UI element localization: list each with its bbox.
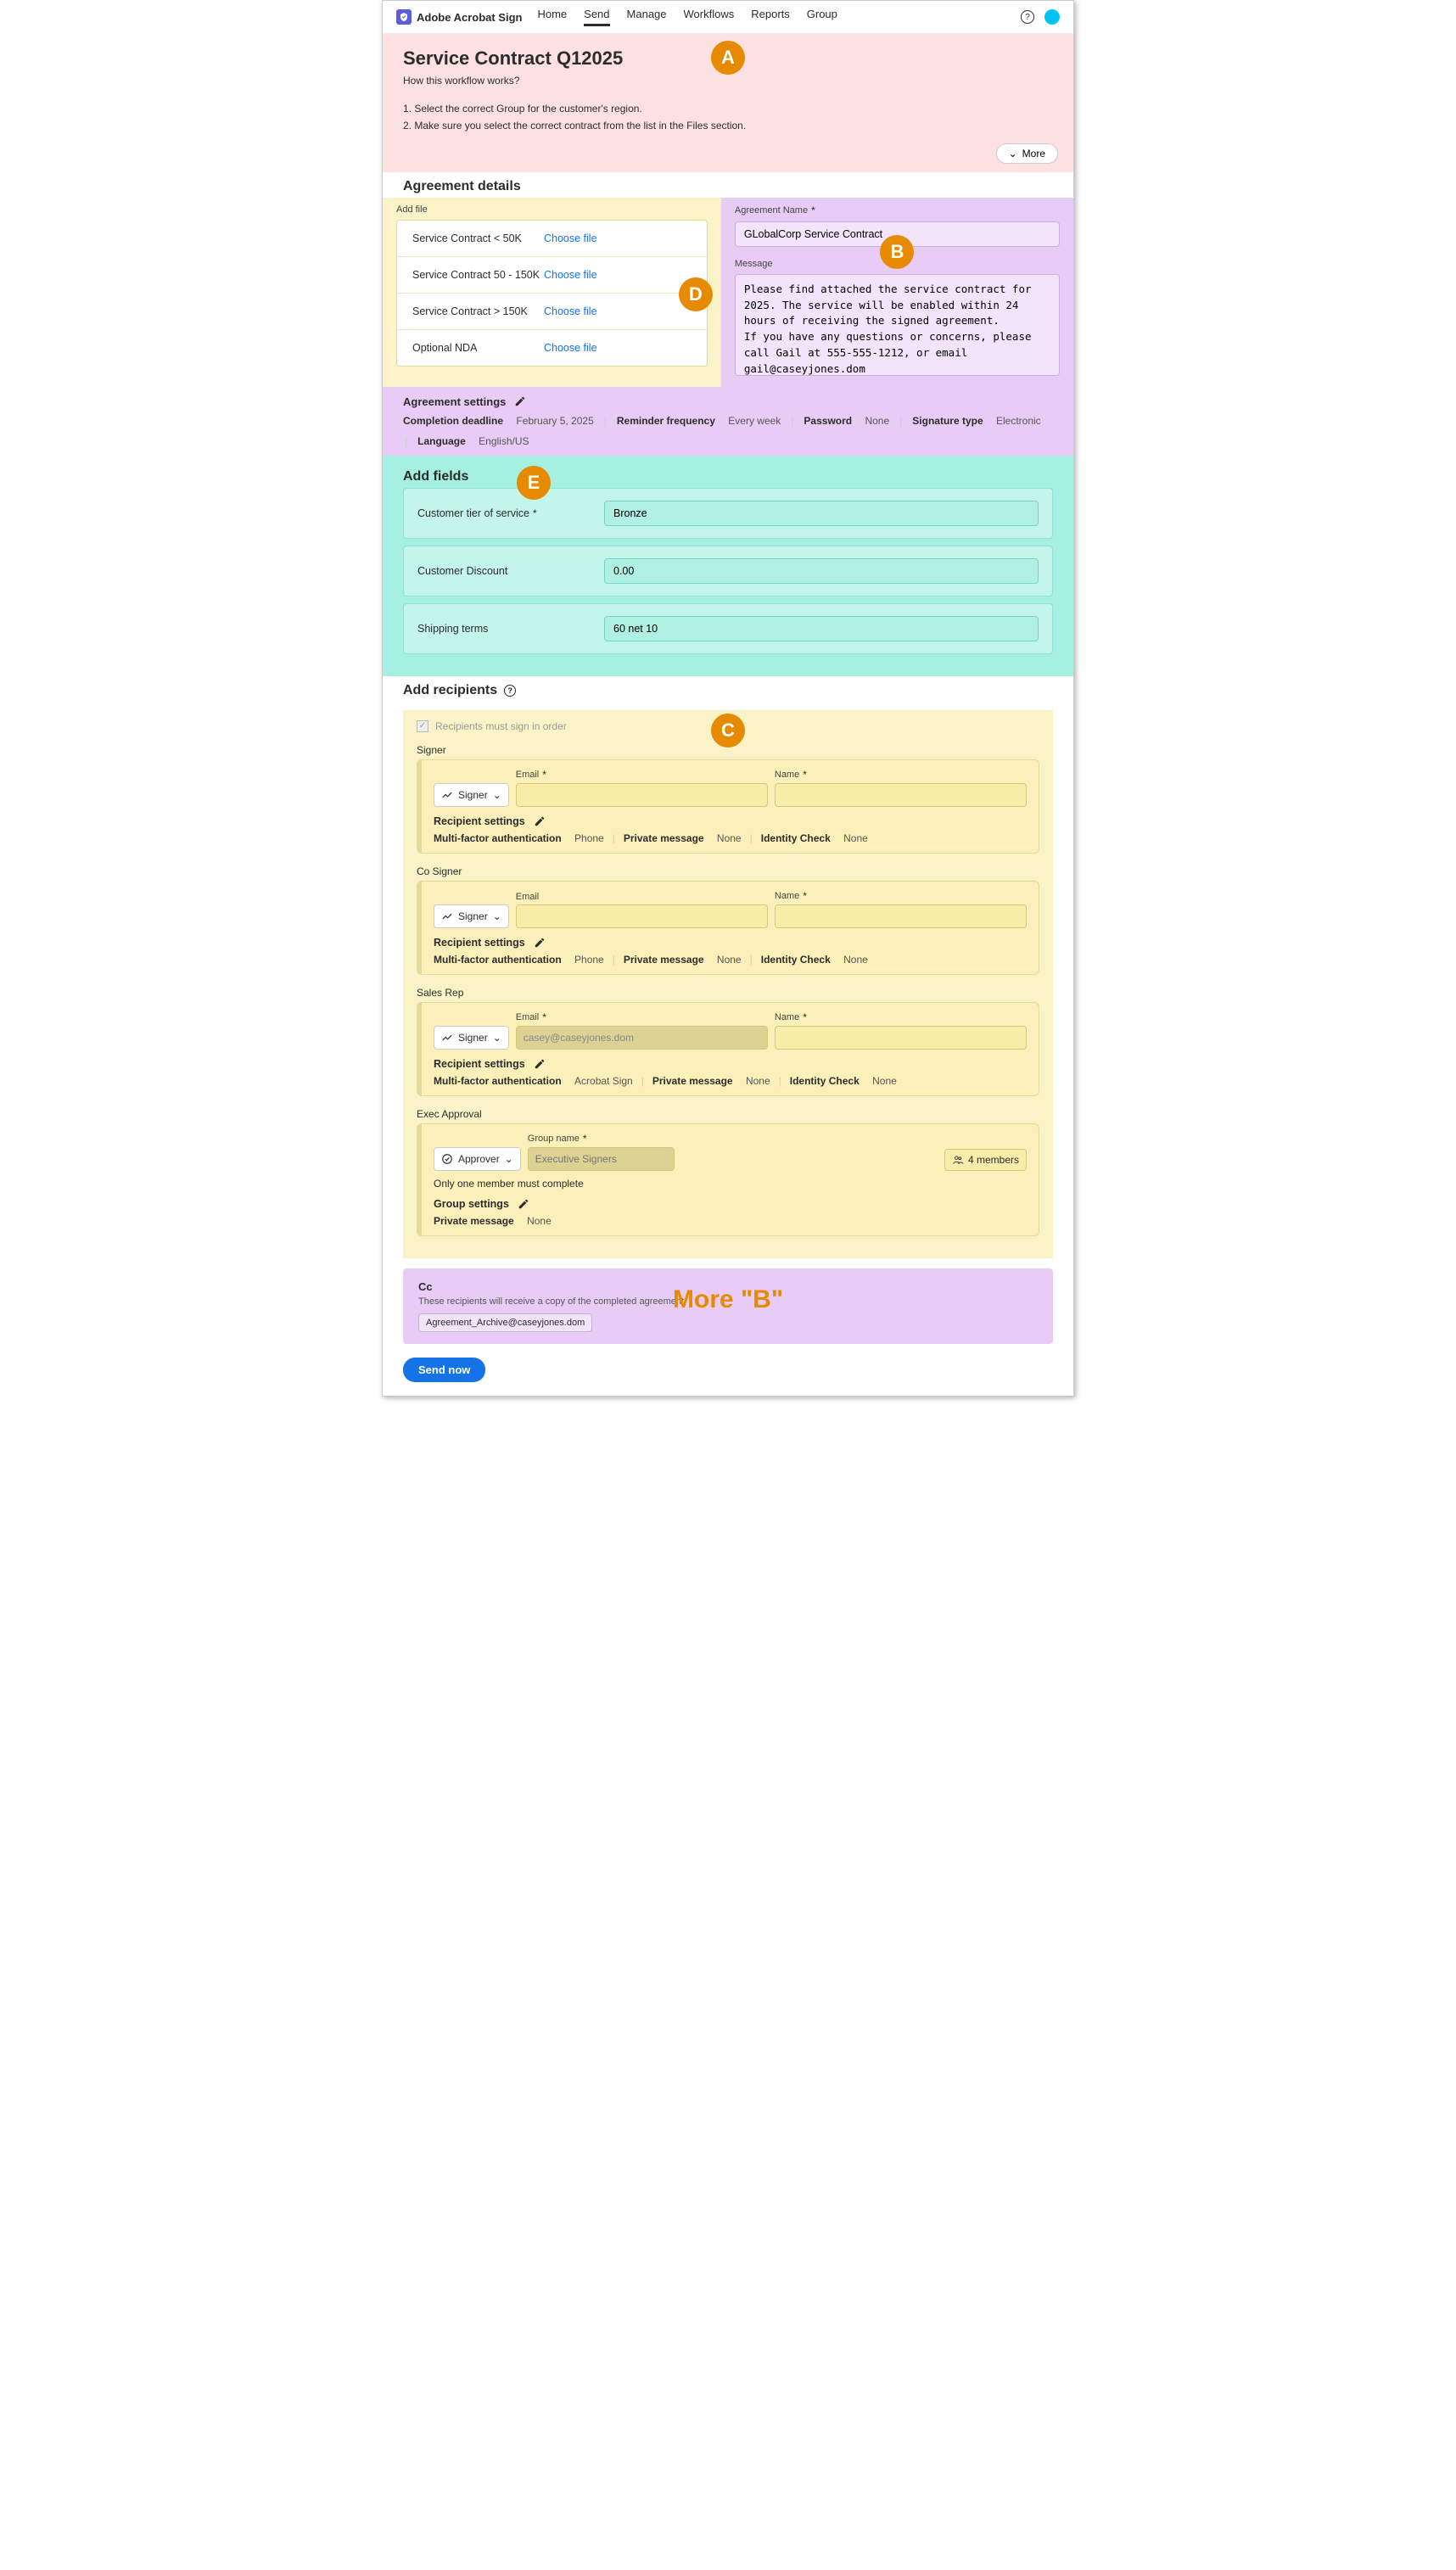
group-name-input: [528, 1147, 675, 1171]
completion-note: Only one member must complete: [434, 1178, 1027, 1190]
signer-name-input[interactable]: [775, 783, 1027, 807]
file-row: Service Contract < 50K Choose file: [397, 221, 707, 257]
overlay-b: B: [880, 235, 914, 269]
recipient-card: Signer ⌄ Email* Name* Recipient settings: [417, 759, 1039, 854]
salesrep-name-input[interactable]: [775, 1026, 1027, 1050]
file-list: Service Contract < 50K Choose file Servi…: [396, 220, 708, 367]
sign-order-checkbox: ✓: [417, 720, 428, 732]
field-row: Shipping terms: [403, 603, 1053, 654]
overlay-more-b: More "B": [673, 1285, 783, 1314]
cc-section: More "B" Cc These recipients will receiv…: [403, 1268, 1053, 1344]
cosigner-email-input[interactable]: [516, 904, 768, 928]
signer-email-input[interactable]: [516, 783, 768, 807]
field-label: Customer tier of service*: [417, 507, 604, 519]
approver-icon: [441, 1153, 453, 1165]
cosigner-name-input[interactable]: [775, 904, 1027, 928]
chevron-down-icon: ⌄: [493, 1032, 501, 1044]
send-now-button[interactable]: Send now: [403, 1358, 485, 1382]
file-name: Optional NDA: [412, 342, 544, 354]
add-recipients-title: Add recipients: [403, 683, 497, 698]
members-icon: [952, 1154, 964, 1166]
file-name: Service Contract < 50K: [412, 232, 544, 244]
add-file-label: Add file: [396, 204, 708, 215]
overlay-e: E: [517, 466, 551, 500]
agreement-settings-title: Agreement settings: [403, 395, 506, 408]
workflow-step-1: 1. Select the correct Group for the cust…: [403, 100, 1053, 117]
field-label: Customer Discount: [417, 565, 604, 577]
edit-icon[interactable]: [518, 1198, 529, 1210]
message-textarea[interactable]: [735, 274, 1060, 376]
agreement-name-label: Agreement Name*: [735, 204, 1060, 216]
choose-file-link[interactable]: Choose file: [544, 232, 597, 244]
nav-reports[interactable]: Reports: [751, 8, 790, 26]
nav-items: Home Send Manage Workflows Reports Group: [537, 8, 837, 26]
field-row: Customer tier of service*: [403, 488, 1053, 539]
chevron-down-icon: ⌄: [505, 1153, 513, 1165]
recipient-card: Approver ⌄ Group name* 4 members Only on…: [417, 1123, 1039, 1236]
add-fields-section: E Add fields Customer tier of service* C…: [383, 456, 1073, 676]
members-chip[interactable]: 4 members: [944, 1149, 1027, 1171]
app-name: Adobe Acrobat Sign: [417, 11, 522, 24]
edit-icon[interactable]: [514, 395, 526, 407]
discount-input[interactable]: [604, 558, 1039, 584]
recipient-block-label: Sales Rep: [417, 987, 1039, 999]
role-select[interactable]: Signer ⌄: [434, 1026, 509, 1050]
overlay-a: A: [711, 41, 745, 75]
recipient-card: Signer ⌄ Email* Name* Recipient settings: [417, 1002, 1039, 1096]
nav-send[interactable]: Send: [584, 8, 609, 26]
workflow-intro-section: A Service Contract Q12025 How this workf…: [383, 34, 1073, 172]
nav-workflows[interactable]: Workflows: [684, 8, 735, 26]
agreement-name-section: B Agreement Name* Message: [721, 198, 1073, 387]
help-icon[interactable]: ?: [1021, 10, 1034, 24]
edit-icon[interactable]: [534, 1058, 546, 1070]
agreement-details-header: Agreement details: [383, 172, 1073, 198]
role-select[interactable]: Signer ⌄: [434, 904, 509, 928]
edit-icon[interactable]: [534, 815, 546, 827]
signer-icon: [441, 910, 453, 922]
workflow-subtitle: How this workflow works?: [403, 75, 1053, 87]
choose-file-link[interactable]: Choose file: [544, 269, 597, 281]
field-label: Shipping terms: [417, 623, 604, 635]
role-select[interactable]: Approver ⌄: [434, 1147, 521, 1171]
nav-manage[interactable]: Manage: [627, 8, 667, 26]
tier-input[interactable]: [604, 501, 1039, 526]
acrobat-icon: [396, 9, 412, 25]
cc-email-chip[interactable]: Agreement_Archive@caseyjones.dom: [418, 1313, 592, 1332]
recipients-list-section: C ✓ Recipients must sign in order Signer…: [403, 710, 1053, 1258]
choose-file-link[interactable]: Choose file: [544, 305, 597, 317]
nav-group[interactable]: Group: [807, 8, 837, 26]
chevron-down-icon: ⌄: [493, 910, 501, 922]
top-nav: Adobe Acrobat Sign Home Send Manage Work…: [383, 1, 1073, 34]
recipients-help-icon[interactable]: ?: [504, 685, 516, 697]
agreement-settings-section: Agreement settings Completion deadline F…: [383, 387, 1073, 456]
chevron-down-icon: ⌄: [493, 789, 501, 801]
file-name: Service Contract > 150K: [412, 305, 544, 317]
file-row: Service Contract > 150K Choose file: [397, 294, 707, 330]
chevron-down-icon: ⌄: [1009, 148, 1017, 160]
salesrep-email-input: [516, 1026, 768, 1050]
overlay-c: C: [711, 714, 745, 747]
field-row: Customer Discount: [403, 546, 1053, 596]
nav-home[interactable]: Home: [537, 8, 567, 26]
user-avatar[interactable]: [1044, 9, 1060, 25]
shipping-input[interactable]: [604, 616, 1039, 641]
signer-icon: [441, 1032, 453, 1044]
recipient-card: Signer ⌄ Email Name* Recipient settings: [417, 881, 1039, 975]
overlay-d: D: [679, 277, 713, 311]
recipient-block-label: Exec Approval: [417, 1108, 1039, 1120]
role-select[interactable]: Signer ⌄: [434, 783, 509, 807]
more-button[interactable]: ⌄ More: [996, 143, 1058, 164]
file-name: Service Contract 50 - 150K: [412, 269, 544, 281]
signer-icon: [441, 789, 453, 801]
recipient-block-label: Co Signer: [417, 865, 1039, 877]
add-file-section: D Add file Service Contract < 50K Choose…: [383, 198, 721, 387]
choose-file-link[interactable]: Choose file: [544, 342, 597, 354]
add-fields-title: Add fields: [403, 462, 1053, 488]
app-logo: Adobe Acrobat Sign: [396, 9, 522, 25]
edit-icon[interactable]: [534, 937, 546, 949]
file-row: Optional NDA Choose file: [397, 330, 707, 366]
workflow-step-2: 2. Make sure you select the correct cont…: [403, 117, 1053, 134]
file-row: Service Contract 50 - 150K Choose file: [397, 257, 707, 294]
